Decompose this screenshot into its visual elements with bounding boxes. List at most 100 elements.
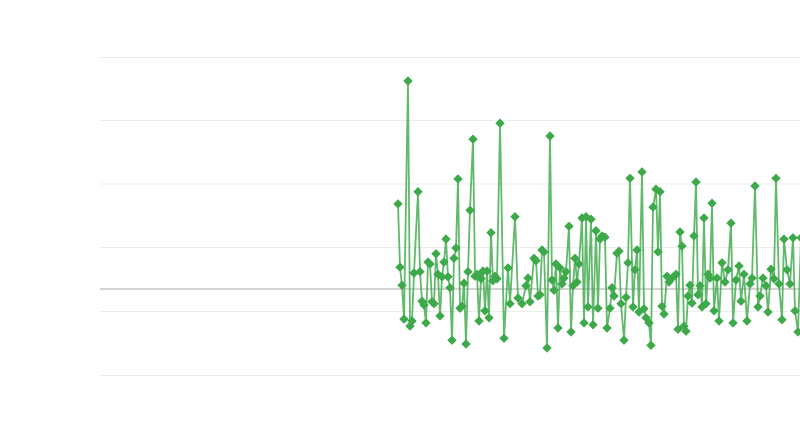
data-point-marker[interactable] <box>793 327 800 337</box>
data-point-marker[interactable] <box>677 241 687 251</box>
data-point-marker[interactable] <box>415 267 425 277</box>
data-point-marker[interactable] <box>413 187 423 197</box>
data-point-marker[interactable] <box>628 302 638 312</box>
data-point-marker[interactable] <box>463 267 473 277</box>
data-point-marker[interactable] <box>588 320 598 330</box>
data-point-marker[interactable] <box>459 278 469 288</box>
data-point-marker[interactable] <box>457 301 467 311</box>
data-point-marker[interactable] <box>395 262 405 272</box>
data-point-marker[interactable] <box>482 266 492 276</box>
data-point-marker[interactable] <box>499 333 509 343</box>
data-point-marker[interactable] <box>451 243 461 253</box>
data-point-marker[interactable] <box>453 174 463 184</box>
data-point-marker[interactable] <box>539 247 549 257</box>
data-point-marker[interactable] <box>503 263 513 273</box>
data-point-marker[interactable] <box>779 234 789 244</box>
data-point-marker[interactable] <box>492 274 502 284</box>
data-point-marker[interactable] <box>625 173 635 183</box>
data-point-marker[interactable] <box>441 234 451 244</box>
data-point-marker[interactable] <box>495 118 505 128</box>
data-point-marker[interactable] <box>777 315 787 325</box>
data-point-marker[interactable] <box>739 269 749 279</box>
data-point-marker[interactable] <box>614 246 624 256</box>
data-point-marker[interactable] <box>766 264 776 274</box>
data-point-marker[interactable] <box>431 249 441 259</box>
data-point-marker[interactable] <box>755 291 765 301</box>
data-point-marker[interactable] <box>689 231 699 241</box>
data-point-marker[interactable] <box>623 258 633 268</box>
data-point-marker[interactable] <box>525 297 535 307</box>
data-point-marker[interactable] <box>619 335 629 345</box>
data-point-marker[interactable] <box>445 283 455 293</box>
data-point-marker[interactable] <box>788 233 798 243</box>
data-point-marker[interactable] <box>796 233 800 242</box>
data-point-marker[interactable] <box>728 318 738 328</box>
data-point-marker[interactable] <box>774 279 784 289</box>
data-point-marker[interactable] <box>425 259 435 269</box>
data-point-marker[interactable] <box>486 228 496 238</box>
data-point-marker[interactable] <box>468 134 478 144</box>
data-point-marker[interactable] <box>531 256 541 266</box>
data-point-marker[interactable] <box>742 316 752 326</box>
data-point-marker[interactable] <box>675 227 685 237</box>
data-point-marker[interactable] <box>707 198 717 208</box>
data-point-marker[interactable] <box>547 275 557 285</box>
data-point-marker[interactable] <box>474 316 484 326</box>
data-point-marker[interactable] <box>790 306 800 316</box>
data-point-marker[interactable] <box>397 280 407 290</box>
data-point-marker[interactable] <box>723 265 733 275</box>
data-point-marker[interactable] <box>747 273 757 283</box>
data-point-marker[interactable] <box>653 247 663 257</box>
data-point-marker[interactable] <box>542 343 552 353</box>
data-point-marker[interactable] <box>605 303 615 313</box>
data-point-marker[interactable] <box>419 300 429 310</box>
data-point-marker[interactable] <box>439 257 449 267</box>
data-point-marker[interactable] <box>586 214 596 224</box>
data-point-marker[interactable] <box>736 296 746 306</box>
data-point-marker[interactable] <box>646 340 656 350</box>
data-point-marker[interactable] <box>535 290 545 300</box>
data-point-marker[interactable] <box>763 307 773 317</box>
data-point-marker[interactable] <box>771 173 781 183</box>
data-point-marker[interactable] <box>572 277 582 287</box>
data-point-marker[interactable] <box>421 318 431 328</box>
data-point-marker[interactable] <box>484 313 494 323</box>
data-point-marker[interactable] <box>621 292 631 302</box>
chart-canvas[interactable] <box>40 16 800 416</box>
data-point-marker[interactable] <box>602 323 612 333</box>
data-point-marker[interactable] <box>545 131 555 141</box>
data-point-marker[interactable] <box>564 221 574 231</box>
data-point-marker[interactable] <box>637 167 647 177</box>
data-point-marker[interactable] <box>639 304 649 314</box>
data-point-marker[interactable] <box>574 259 584 269</box>
data-point-marker[interactable] <box>476 274 486 284</box>
data-point-marker[interactable] <box>579 318 589 328</box>
data-point-marker[interactable] <box>782 265 792 275</box>
data-point-marker[interactable] <box>437 272 447 282</box>
data-point-marker[interactable] <box>449 253 459 263</box>
data-point-marker[interactable] <box>549 285 559 295</box>
data-point-marker[interactable] <box>609 291 619 301</box>
data-point-marker[interactable] <box>553 323 563 333</box>
data-point-marker[interactable] <box>517 299 527 309</box>
data-point-marker[interactable] <box>561 267 571 277</box>
data-point-marker[interactable] <box>393 199 403 209</box>
data-point-marker[interactable] <box>593 303 603 313</box>
data-point-marker[interactable] <box>555 263 565 273</box>
data-point-marker[interactable] <box>758 273 768 283</box>
data-point-marker[interactable] <box>785 279 795 289</box>
data-point-marker[interactable] <box>632 245 642 255</box>
data-point-marker[interactable] <box>399 314 409 324</box>
data-point-marker[interactable] <box>600 232 610 242</box>
data-point-marker[interactable] <box>769 274 779 284</box>
data-point-marker[interactable] <box>465 205 475 215</box>
data-point-marker[interactable] <box>435 311 445 321</box>
data-point-marker[interactable] <box>659 309 669 319</box>
data-point-marker[interactable] <box>523 273 533 283</box>
data-point-marker[interactable] <box>750 181 760 191</box>
data-point-marker[interactable] <box>521 281 531 291</box>
data-point-marker[interactable] <box>403 76 413 86</box>
data-point-marker[interactable] <box>655 187 665 197</box>
data-point-marker[interactable] <box>714 316 724 326</box>
data-point-marker[interactable] <box>510 212 520 222</box>
